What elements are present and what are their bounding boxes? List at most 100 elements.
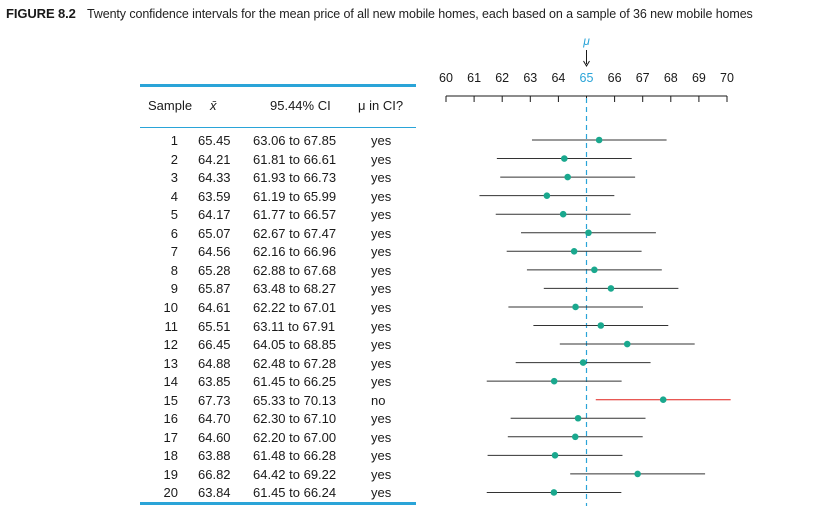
table-row: 12 66.45 64.05 to 68.85 yes — [140, 337, 416, 355]
x-tick-label: 65 — [580, 71, 594, 85]
row-sample-number: 14 — [163, 374, 178, 390]
table-row: 11 65.51 63.11 to 67.91 yes — [140, 319, 416, 337]
sample-mean-point — [585, 229, 592, 237]
row-mu-in-ci: yes — [371, 374, 392, 390]
row-confidence-interval: 62.22 to 67.01 — [253, 299, 337, 315]
figure-caption-text: Twenty confidence intervals for the mean… — [86, 7, 753, 21]
row-mu-in-ci: yes — [371, 133, 392, 148]
figure-caption: FIGURE 8.2 Twenty confidence intervals f… — [6, 6, 832, 21]
sample-mean-point — [550, 377, 558, 385]
sample-mean-point — [551, 452, 559, 459]
x-tick-label: 64 — [551, 71, 565, 85]
row-mu-in-ci: yes — [371, 299, 392, 315]
table-row: 6 65.07 62.67 to 67.47 yes — [140, 226, 416, 244]
row-sample-mean: 65.07 — [198, 225, 231, 241]
table-row: 9 65.87 63.48 to 68.27 yes — [140, 281, 416, 299]
table-row: 3 64.33 61.93 to 66.73 yes — [140, 170, 416, 188]
mu-arrow-head — [583, 60, 590, 67]
x-tick-label: 68 — [664, 71, 678, 85]
sample-mean-point — [607, 285, 615, 292]
x-tick-label: 62 — [495, 71, 509, 85]
table-row: 16 64.70 62.30 to 67.10 yes — [140, 411, 416, 429]
row-sample-number: 15 — [163, 392, 178, 408]
header-sample: Sample — [148, 98, 193, 113]
row-confidence-interval: 62.48 to 67.28 — [253, 355, 337, 371]
row-mu-in-ci: yes — [371, 411, 392, 427]
row-sample-mean: 65.28 — [198, 262, 231, 278]
sample-mean-point — [571, 433, 579, 441]
row-confidence-interval: 62.20 to 67.00 — [253, 429, 337, 445]
row-sample-mean: 64.70 — [198, 411, 231, 427]
x-tick-label: 67 — [636, 71, 650, 85]
sample-mean-point — [550, 489, 558, 496]
row-confidence-interval: 64.05 to 68.85 — [253, 337, 337, 353]
row-confidence-interval: 62.67 to 67.47 — [253, 225, 337, 241]
table-row: 8 65.28 62.88 to 67.68 yes — [140, 263, 416, 281]
row-sample-number: 11 — [164, 318, 179, 334]
row-confidence-interval: 63.11 to 67.91 — [253, 318, 336, 334]
sample-mean-point — [572, 303, 579, 311]
row-sample-mean: 67.73 — [198, 392, 231, 408]
table-row: 17 64.60 62.20 to 67.00 yes — [140, 430, 416, 448]
row-sample-number: 6 — [170, 225, 178, 241]
x-tick-label: 66 — [608, 71, 622, 85]
sample-mean-point — [559, 210, 567, 218]
row-sample-mean: 64.21 — [198, 151, 231, 167]
mu-label: μ — [582, 34, 590, 48]
row-sample-mean: 66.82 — [198, 466, 231, 482]
row-sample-number: 7 — [170, 244, 178, 260]
row-sample-mean: 65.87 — [198, 281, 231, 297]
row-sample-number: 20 — [163, 485, 178, 501]
row-sample-number: 4 — [170, 188, 178, 204]
header-mean: x̄ — [210, 98, 217, 113]
row-sample-mean: 63.85 — [198, 374, 231, 390]
sample-mean-point — [564, 173, 571, 181]
table-row: 7 64.56 62.16 to 66.96 yes — [140, 244, 416, 262]
row-sample-mean: 64.61 — [198, 299, 231, 315]
row-mu-in-ci: yes — [371, 170, 392, 186]
sample-mean-point — [634, 470, 641, 478]
row-mu-in-ci: yes — [371, 318, 392, 334]
table-row: 4 63.59 61.19 to 65.99 yes — [140, 189, 416, 207]
row-confidence-interval: 64.42 to 69.22 — [253, 466, 337, 482]
row-sample-number: 19 — [163, 466, 178, 482]
x-tick-label: 61 — [467, 71, 481, 85]
row-mu-in-ci: yes — [371, 429, 392, 445]
row-mu-in-ci: yes — [371, 355, 392, 371]
x-tick-label: 69 — [692, 71, 706, 85]
x-tick-label: 70 — [720, 71, 734, 85]
row-confidence-interval: 62.88 to 67.68 — [253, 262, 337, 278]
sample-mean-point — [623, 340, 631, 348]
sample-mean-point — [579, 359, 587, 366]
x-tick-label: 63 — [523, 71, 537, 85]
row-confidence-interval: 61.45 to 66.25 — [253, 374, 337, 390]
row-sample-number: 2 — [170, 151, 178, 167]
row-confidence-interval: 61.48 to 66.28 — [253, 448, 337, 464]
row-confidence-interval: 63.06 to 67.85 — [253, 133, 337, 148]
row-mu-in-ci: yes — [371, 225, 392, 241]
row-confidence-interval: 61.77 to 66.57 — [253, 207, 337, 223]
row-confidence-interval: 61.93 to 66.73 — [253, 170, 337, 186]
row-sample-number: 16 — [163, 411, 178, 427]
row-confidence-interval: 61.81 to 66.61 — [253, 151, 337, 167]
table-row: 13 64.88 62.48 to 67.28 yes — [140, 356, 416, 374]
sample-mean-point — [595, 136, 603, 144]
row-sample-number: 1 — [170, 133, 178, 148]
row-sample-number: 12 — [163, 337, 178, 353]
row-mu-in-ci: yes — [371, 207, 392, 223]
row-sample-number: 5 — [170, 207, 178, 223]
row-sample-mean: 64.56 — [198, 244, 231, 260]
row-sample-number: 8 — [170, 262, 178, 278]
row-sample-mean: 63.59 — [198, 188, 231, 204]
row-confidence-interval: 62.16 to 66.96 — [253, 244, 337, 260]
row-sample-mean: 65.51 — [198, 318, 231, 334]
x-tick-label: 60 — [439, 71, 453, 85]
row-mu-in-ci: yes — [371, 188, 392, 204]
table-header-rule — [140, 127, 416, 128]
row-mu-in-ci: yes — [371, 448, 392, 464]
table-row: 2 64.21 61.81 to 66.61 yes — [140, 152, 416, 170]
row-sample-mean: 65.45 — [198, 133, 231, 148]
sample-mean-point — [543, 192, 551, 199]
sample-mean-point — [574, 414, 582, 422]
